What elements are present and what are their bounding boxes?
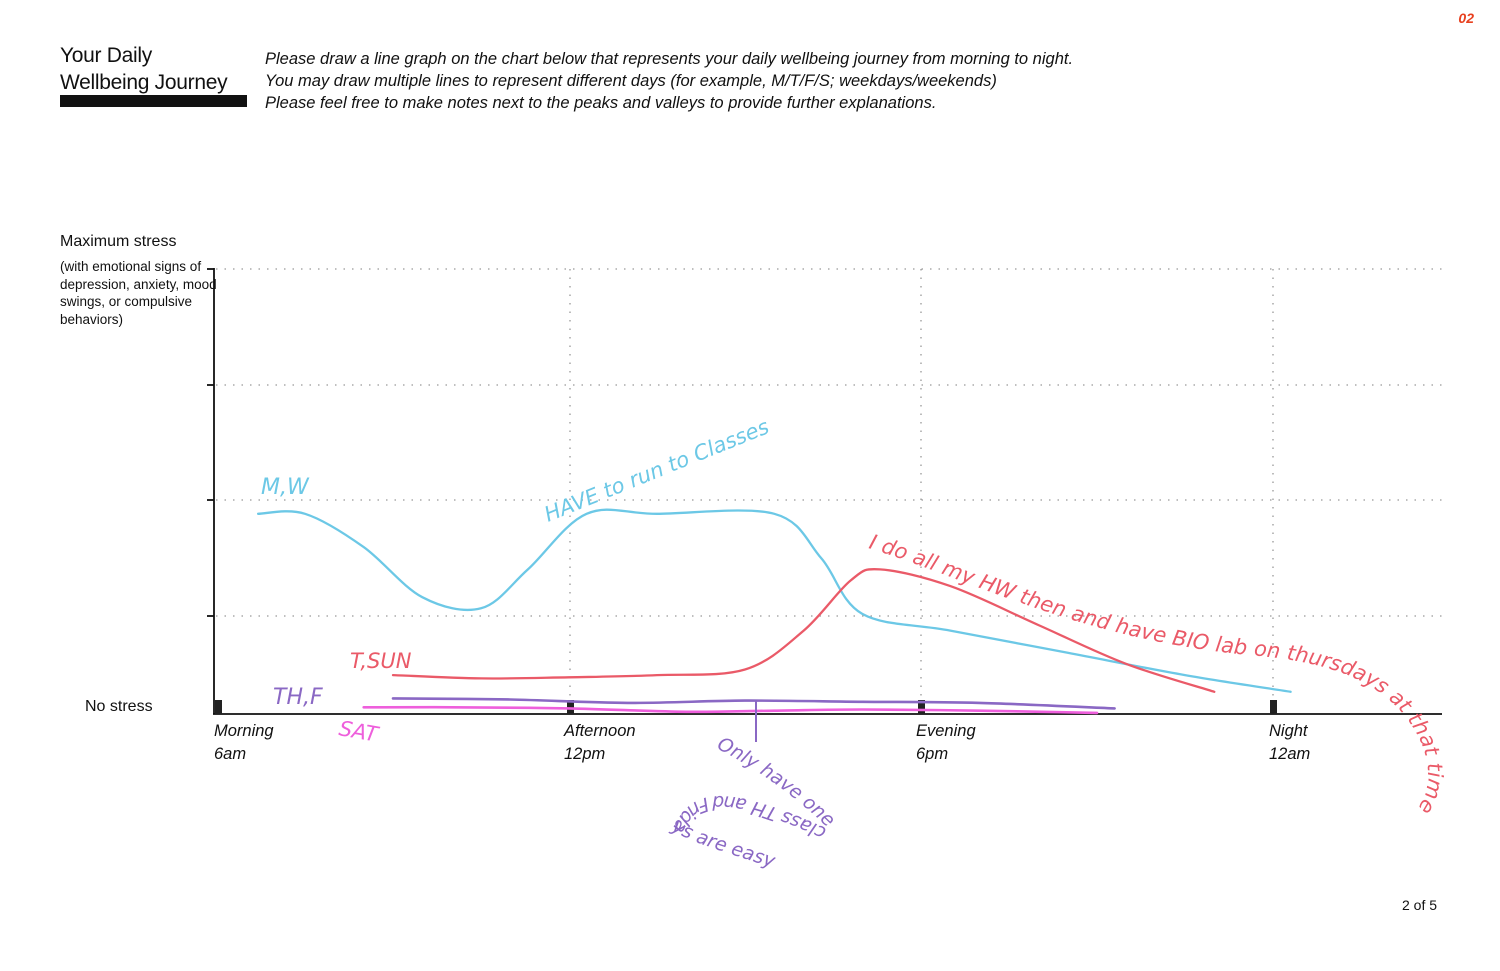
series-line-thf (391, 697, 1116, 710)
y-axis-min-label: No stress (85, 698, 153, 715)
x-tick-label-line2: 12pm (564, 745, 606, 763)
x-axis-tick-marks (215, 700, 1277, 714)
x-tick-label-line1: Evening (916, 722, 976, 740)
page-number: 2 of 5 (1402, 897, 1438, 913)
x-tick-label-line2: 6pm (916, 745, 949, 763)
series-line-tsun (391, 568, 1216, 693)
x-tick-mark (1270, 700, 1277, 714)
x-tick-label-night: Night 12am (1269, 720, 1310, 766)
x-tick-label-afternoon: Afternoon 12pm (564, 720, 636, 766)
title-line-2: Wellbeing Journey (60, 71, 228, 94)
page-title: Your Daily Wellbeing Journey (60, 42, 228, 96)
grid (216, 268, 1442, 713)
series-line-mw (256, 508, 1292, 693)
page-mark: 02 (1458, 10, 1474, 26)
y-axis-ticks (207, 268, 214, 617)
series-layer (256, 508, 1292, 715)
title-line-1: Your Daily (60, 44, 152, 67)
series-line-sat (362, 705, 1099, 715)
series-label-mw: M,W (261, 475, 310, 500)
title-underline-bar (60, 95, 247, 107)
x-tick-mark (567, 700, 574, 714)
series-label-tsun: T,SUN (350, 649, 412, 673)
instruction-line-3: Please feel free to make notes next to t… (265, 94, 937, 112)
x-tick-mark (215, 700, 222, 714)
series-label-thf: TH,F (273, 685, 323, 710)
x-tick-label-line1: Night (1269, 722, 1308, 740)
instruction-line-1: Please draw a line graph on the chart be… (265, 50, 1074, 68)
x-tick-label-morning: Morning 6am (214, 720, 274, 766)
x-tick-label-line1: Morning (214, 722, 274, 740)
x-tick-label-line2: 6am (214, 745, 247, 763)
y-axis-max-sublabel: (with emotional signs of depression, anx… (60, 259, 217, 327)
series-label-sat: SAT (337, 716, 382, 747)
instructions: Please draw a line graph on the chart be… (265, 48, 1073, 114)
annotation-thf: Only have one class TH and Fridays are e… (667, 733, 844, 873)
x-tick-mark (918, 700, 925, 714)
annotation-thf-text: Only have one class TH and Fridays are e… (667, 733, 844, 873)
y-axis-max-label: Maximum stress (60, 233, 177, 250)
x-tick-label-evening: Evening 6pm (916, 720, 976, 766)
x-tick-label-line2: 12am (1269, 745, 1311, 763)
instruction-line-2: You may draw multiple lines to represent… (265, 72, 997, 90)
x-tick-label-line1: Afternoon (564, 722, 636, 740)
